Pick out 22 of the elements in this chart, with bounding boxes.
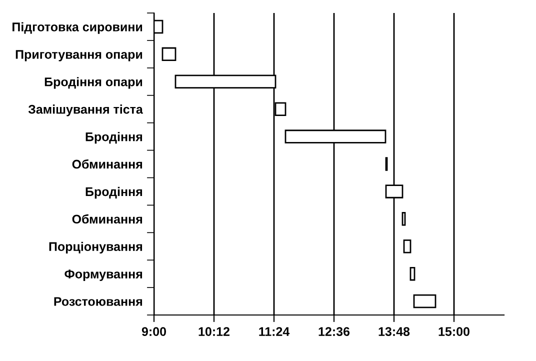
x-tick-label: 15:00 [438, 327, 470, 336]
bar [410, 266, 416, 281]
y-tick-label: Бродіння опари [44, 77, 142, 89]
y-tick-label: Замішування тіста [28, 104, 143, 116]
x-tick-label: 11:24 [259, 327, 290, 336]
y-tick-label: Підготовка сировини [12, 22, 142, 34]
bar [162, 47, 176, 62]
y-tick-label: Порціонування [49, 242, 142, 254]
x-tick-label: 12:36 [318, 327, 350, 336]
x-tick-label: 10:12 [198, 327, 230, 336]
y-tick-label: Розстоювання [54, 297, 142, 306]
x-tick-label: 13:48 [378, 327, 410, 336]
y-tick-label: Бродіння [86, 132, 142, 144]
y-tick-label: Приготування опари [16, 50, 142, 62]
y-tick-label: Обминання [72, 159, 142, 169]
y-tick-label: Обминання [72, 214, 142, 224]
y-tick-label: Формування [64, 270, 142, 281]
bar [402, 212, 406, 226]
bar [403, 239, 412, 254]
y-tick-label: Бродіння [86, 186, 142, 199]
bar [413, 294, 436, 308]
x-tick-label: 9:00 [142, 327, 166, 336]
